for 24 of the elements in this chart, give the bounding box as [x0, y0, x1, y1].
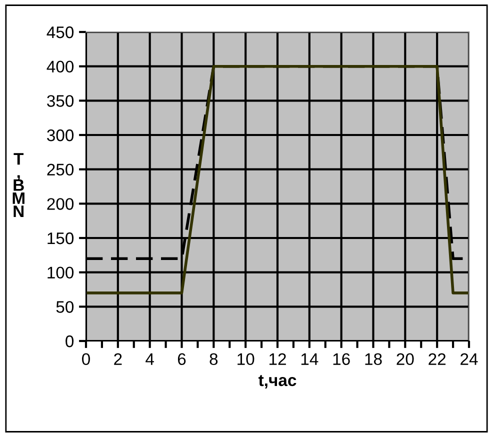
- x-tick-label: 10: [238, 353, 254, 366]
- x-tick-label: 6: [178, 353, 186, 366]
- y-tick-label: 100: [48, 266, 74, 279]
- x-tick-label: 0: [82, 353, 90, 366]
- x-tick-label: 16: [333, 353, 350, 366]
- y-tick-label: 350: [47, 95, 74, 107]
- x-tick-label: 18: [365, 353, 382, 366]
- y-tick-label: 200: [47, 198, 74, 210]
- x-tick-label: 4: [146, 353, 154, 365]
- y-tick-label: 0: [66, 335, 74, 348]
- x-axis-title: t,час: [258, 375, 296, 389]
- x-tick-label: 20: [396, 353, 414, 366]
- y-tick-label: 300: [47, 129, 74, 142]
- x-tick-label: 22: [428, 353, 446, 365]
- x-tick-label: 24: [460, 353, 478, 365]
- x-tick-label: 8: [210, 353, 218, 366]
- x-tick-label: 2: [114, 353, 122, 365]
- y-tick-label: 150: [48, 232, 74, 244]
- y-tick-label: 50: [56, 301, 74, 313]
- y-tick-label: 400: [46, 60, 74, 73]
- x-tick-label: 14: [301, 353, 318, 365]
- y-tick-label: 250: [47, 164, 74, 176]
- x-tick-label: 12: [270, 353, 286, 365]
- y-tick-label: 450: [46, 26, 74, 38]
